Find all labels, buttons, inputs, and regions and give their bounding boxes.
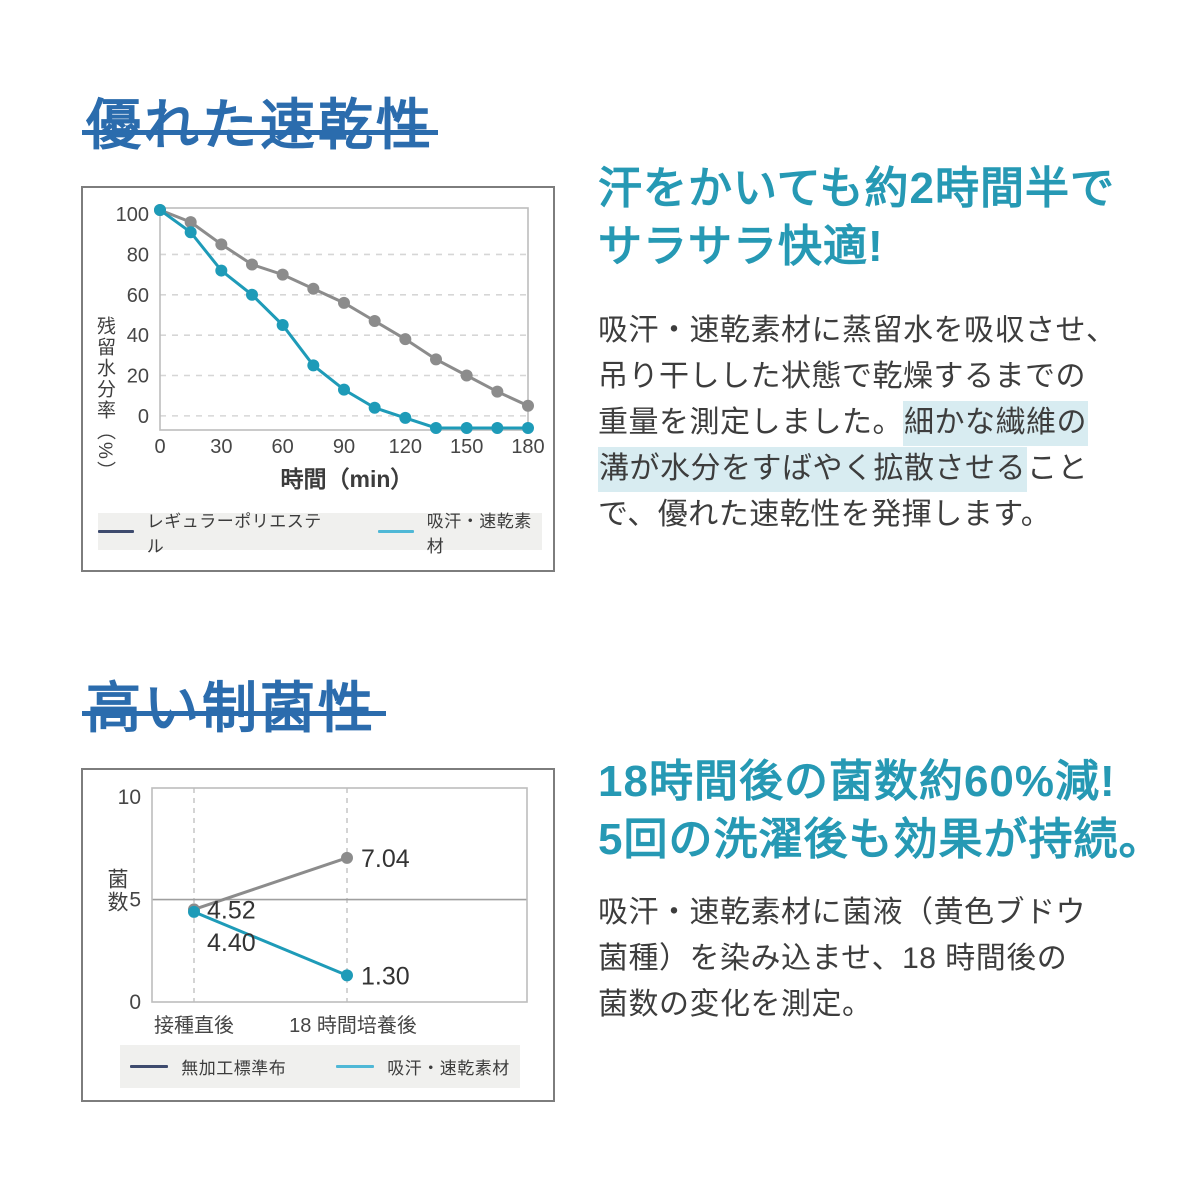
drying-chart-y-axis-label: 残留水分率（%） — [94, 316, 115, 482]
legend-line-swatch — [98, 530, 134, 533]
drying-headline: 汗をかいても約2時間半で サラサラ快適! — [598, 160, 1115, 276]
legend-item-regular-polyester: レギュラーポリエステル — [98, 507, 328, 557]
legend-line-swatch — [130, 1065, 169, 1068]
svg-text:20: 20 — [127, 366, 149, 388]
antibacterial-chart-y-axis-label: 菌数 — [105, 868, 128, 914]
section-drying-title-underline — [82, 130, 438, 135]
svg-text:30: 30 — [210, 436, 232, 458]
svg-text:10: 10 — [118, 786, 141, 809]
section-antibacterial-title-underline — [82, 711, 386, 716]
legend-label: 吸汗・速乾素材 — [426, 511, 532, 556]
legend-item-quick-dry-material: 吸汗・速乾素材 — [336, 1054, 510, 1079]
svg-text:18 時間培養後: 18 時間培養後 — [289, 1014, 417, 1037]
legend-item-quick-dry-material: 吸汗・速乾素材 — [378, 507, 542, 557]
text-line: 重量を測定しました。細かな繊維の — [598, 400, 1117, 446]
antibacterial-headline-line2: 5回の洗濯後も効果が持続。 — [598, 815, 1164, 864]
svg-text:接種直後: 接種直後 — [154, 1014, 234, 1037]
section-drying-title: 優れた速乾性 — [86, 91, 435, 157]
svg-text:100: 100 — [116, 204, 149, 226]
drying-chart: 残留水分率（%） 0 20 40 60 80 100 0 30 60 90 120 150 180 時間（… — [81, 186, 555, 572]
section-antibacterial-title: 高い制菌性 — [86, 674, 377, 740]
text-line: 菌数の変化を測定。 — [598, 988, 873, 1021]
svg-text:時間（min）: 時間（min） — [281, 466, 414, 492]
text-line: 菌種）を染み込ませ、18 時間後の — [598, 942, 1068, 975]
legend-line-swatch — [378, 530, 414, 533]
svg-text:0: 0 — [138, 406, 149, 428]
antibacterial-chart: 菌数 0 5 10 接種直後 18 時間培養後 4.52 7.04 4.40 1.30 無加工標… — [81, 768, 555, 1102]
svg-text:150: 150 — [450, 436, 483, 458]
legend-label: レギュラーポリエステル — [146, 511, 322, 556]
svg-text:0: 0 — [129, 991, 141, 1014]
svg-text:40: 40 — [127, 325, 149, 347]
text-line: で、優れた速乾性を発揮します。 — [598, 498, 1052, 531]
antibacterial-headline-line1: 18時間後の菌数約60%減! — [598, 757, 1116, 806]
svg-text:80: 80 — [127, 244, 149, 266]
text-line: 溝が水分をすばやく拡散させること — [598, 446, 1117, 492]
legend-line-swatch — [336, 1065, 375, 1068]
antibacterial-headline: 18時間後の菌数約60%減! 5回の洗濯後も効果が持続。 — [598, 753, 1163, 869]
antibacterial-chart-legend: 無加工標準布 吸汗・速乾素材 — [120, 1045, 520, 1088]
text-line: 吸汗・速乾素材に蒸留水を吸収させ、 — [598, 314, 1117, 347]
svg-text:4.52: 4.52 — [207, 896, 256, 924]
text-line: 吸汗・速乾素材に菌液（黄色ブドウ — [598, 896, 1086, 929]
text-line: 吊り干しした状態で乾燥するまでの — [598, 360, 1086, 393]
drying-chart-plot: 0 20 40 60 80 100 0 30 60 90 120 150 180 時間（min） — [116, 204, 545, 492]
svg-text:120: 120 — [389, 436, 422, 458]
legend-item-untreated-cloth: 無加工標準布 — [130, 1054, 286, 1079]
svg-text:4.40: 4.40 — [207, 929, 256, 957]
drying-headline-line1: 汗をかいても約2時間半で — [598, 164, 1115, 213]
svg-text:90: 90 — [333, 436, 355, 458]
antibacterial-description: 吸汗・速乾素材に菌液（黄色ブドウ 菌種）を染み込ませ、18 時間後の 菌数の変化を測… — [598, 890, 1086, 1028]
svg-text:0: 0 — [154, 436, 165, 458]
drying-chart-legend: レギュラーポリエステル 吸汗・速乾素材 — [98, 512, 542, 556]
svg-text:5: 5 — [129, 889, 141, 912]
drying-headline-line2: サラサラ快適! — [598, 222, 884, 271]
legend-label: 無加工標準布 — [181, 1059, 287, 1078]
svg-text:180: 180 — [511, 436, 544, 458]
svg-text:60: 60 — [127, 285, 149, 307]
svg-text:7.04: 7.04 — [361, 845, 410, 873]
svg-text:60: 60 — [272, 436, 294, 458]
svg-text:1.30: 1.30 — [361, 962, 410, 990]
drying-description: 吸汗・速乾素材に蒸留水を吸収させ、 吊り干しした状態で乾燥するまでの重量を測定しま… — [598, 308, 1117, 538]
legend-label: 吸汗・速乾素材 — [387, 1059, 510, 1078]
antibacterial-chart-plot: 0 5 10 接種直後 18 時間培養後 4.52 7.04 4.40 1.30 — [118, 786, 528, 1037]
